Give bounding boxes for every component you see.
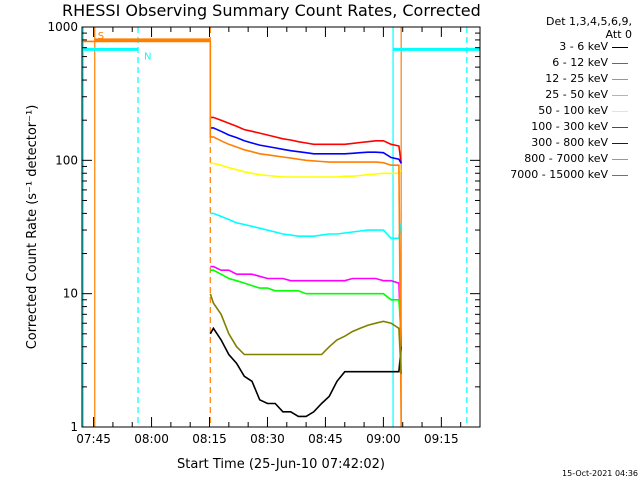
legend-swatch xyxy=(612,111,628,112)
legend-item: 300 - 800 keV xyxy=(480,136,636,152)
x-axis-label: Start Time (25-Jun-10 07:42:02) xyxy=(177,457,385,472)
x-tick-label-5: 09:00 xyxy=(366,432,401,446)
x-tick-label-1: 08:00 xyxy=(134,432,169,446)
series-line-8 xyxy=(209,293,402,374)
y-tick-label-1: 10 xyxy=(63,287,78,301)
legend-item: 50 - 100 keV xyxy=(480,104,636,120)
flag-label-S: S xyxy=(98,31,104,42)
y-tick-label-0: 1 xyxy=(70,420,78,434)
legend-swatch xyxy=(612,127,628,128)
attenuator-label: Att 0 xyxy=(605,28,632,41)
legend-item: 25 - 50 keV xyxy=(480,88,636,104)
legend-swatch xyxy=(612,47,628,48)
x-tick-label-3: 08:30 xyxy=(250,432,285,446)
flag-label-N: N xyxy=(144,51,151,62)
x-tick-label-4: 08:45 xyxy=(308,432,343,446)
legend-label: 50 - 100 keV xyxy=(538,104,608,117)
legend-item: 12 - 25 keV xyxy=(480,72,636,88)
legend-swatch xyxy=(612,95,628,96)
series-line-4 xyxy=(210,162,402,178)
legend-label: 6 - 12 keV xyxy=(552,56,608,69)
series-line-3 xyxy=(210,212,402,240)
x-tick-label-6: 09:15 xyxy=(424,432,459,446)
y-tick-label-2: 100 xyxy=(55,153,78,167)
series-line-1 xyxy=(210,265,402,347)
x-tick-label-0: 07:45 xyxy=(76,432,111,446)
y-tick-label-3: 1000 xyxy=(47,20,78,34)
series-line-7 xyxy=(82,40,402,428)
legend-label: 3 - 6 keV xyxy=(559,40,608,53)
legend-label: 100 - 300 keV xyxy=(531,120,608,133)
plot-frame xyxy=(81,26,481,428)
legend-item: 100 - 300 keV xyxy=(480,120,636,136)
x-tick-label-2: 08:15 xyxy=(192,432,227,446)
legend-swatch xyxy=(612,63,628,64)
series-line-5 xyxy=(210,116,402,164)
legend-swatch xyxy=(612,175,628,176)
legend-item: 800 - 7000 keV xyxy=(480,152,636,168)
series-line-0 xyxy=(209,326,402,418)
legend-swatch xyxy=(612,143,628,144)
legend-label: 12 - 25 keV xyxy=(545,72,608,85)
legend-item: 7000 - 15000 keV xyxy=(480,168,636,184)
legend-item: 3 - 6 keV xyxy=(480,40,636,56)
legend-label: 7000 - 15000 keV xyxy=(510,168,608,181)
detector-label: Det 1,3,4,5,6,9, xyxy=(545,15,632,28)
series-line-2 xyxy=(210,269,402,334)
y-axis-label: Corrected Count Rate (s⁻¹ detector⁻¹) xyxy=(25,105,40,350)
chart-title: RHESSI Observing Summary Count Rates, Co… xyxy=(62,1,481,20)
legend-swatch xyxy=(612,79,628,80)
legend-label: 25 - 50 keV xyxy=(545,88,608,101)
legend: 3 - 6 keV 6 - 12 keV 12 - 25 keV 25 - 50 ke… xyxy=(480,40,636,184)
legend-item: 6 - 12 keV xyxy=(480,56,636,72)
series-line-6 xyxy=(210,127,402,164)
legend-label: 800 - 7000 keV xyxy=(524,152,608,165)
legend-label: 300 - 800 keV xyxy=(531,136,608,149)
legend-swatch xyxy=(612,159,628,160)
timestamp: 15-Oct-2021 04:36 xyxy=(562,469,638,478)
